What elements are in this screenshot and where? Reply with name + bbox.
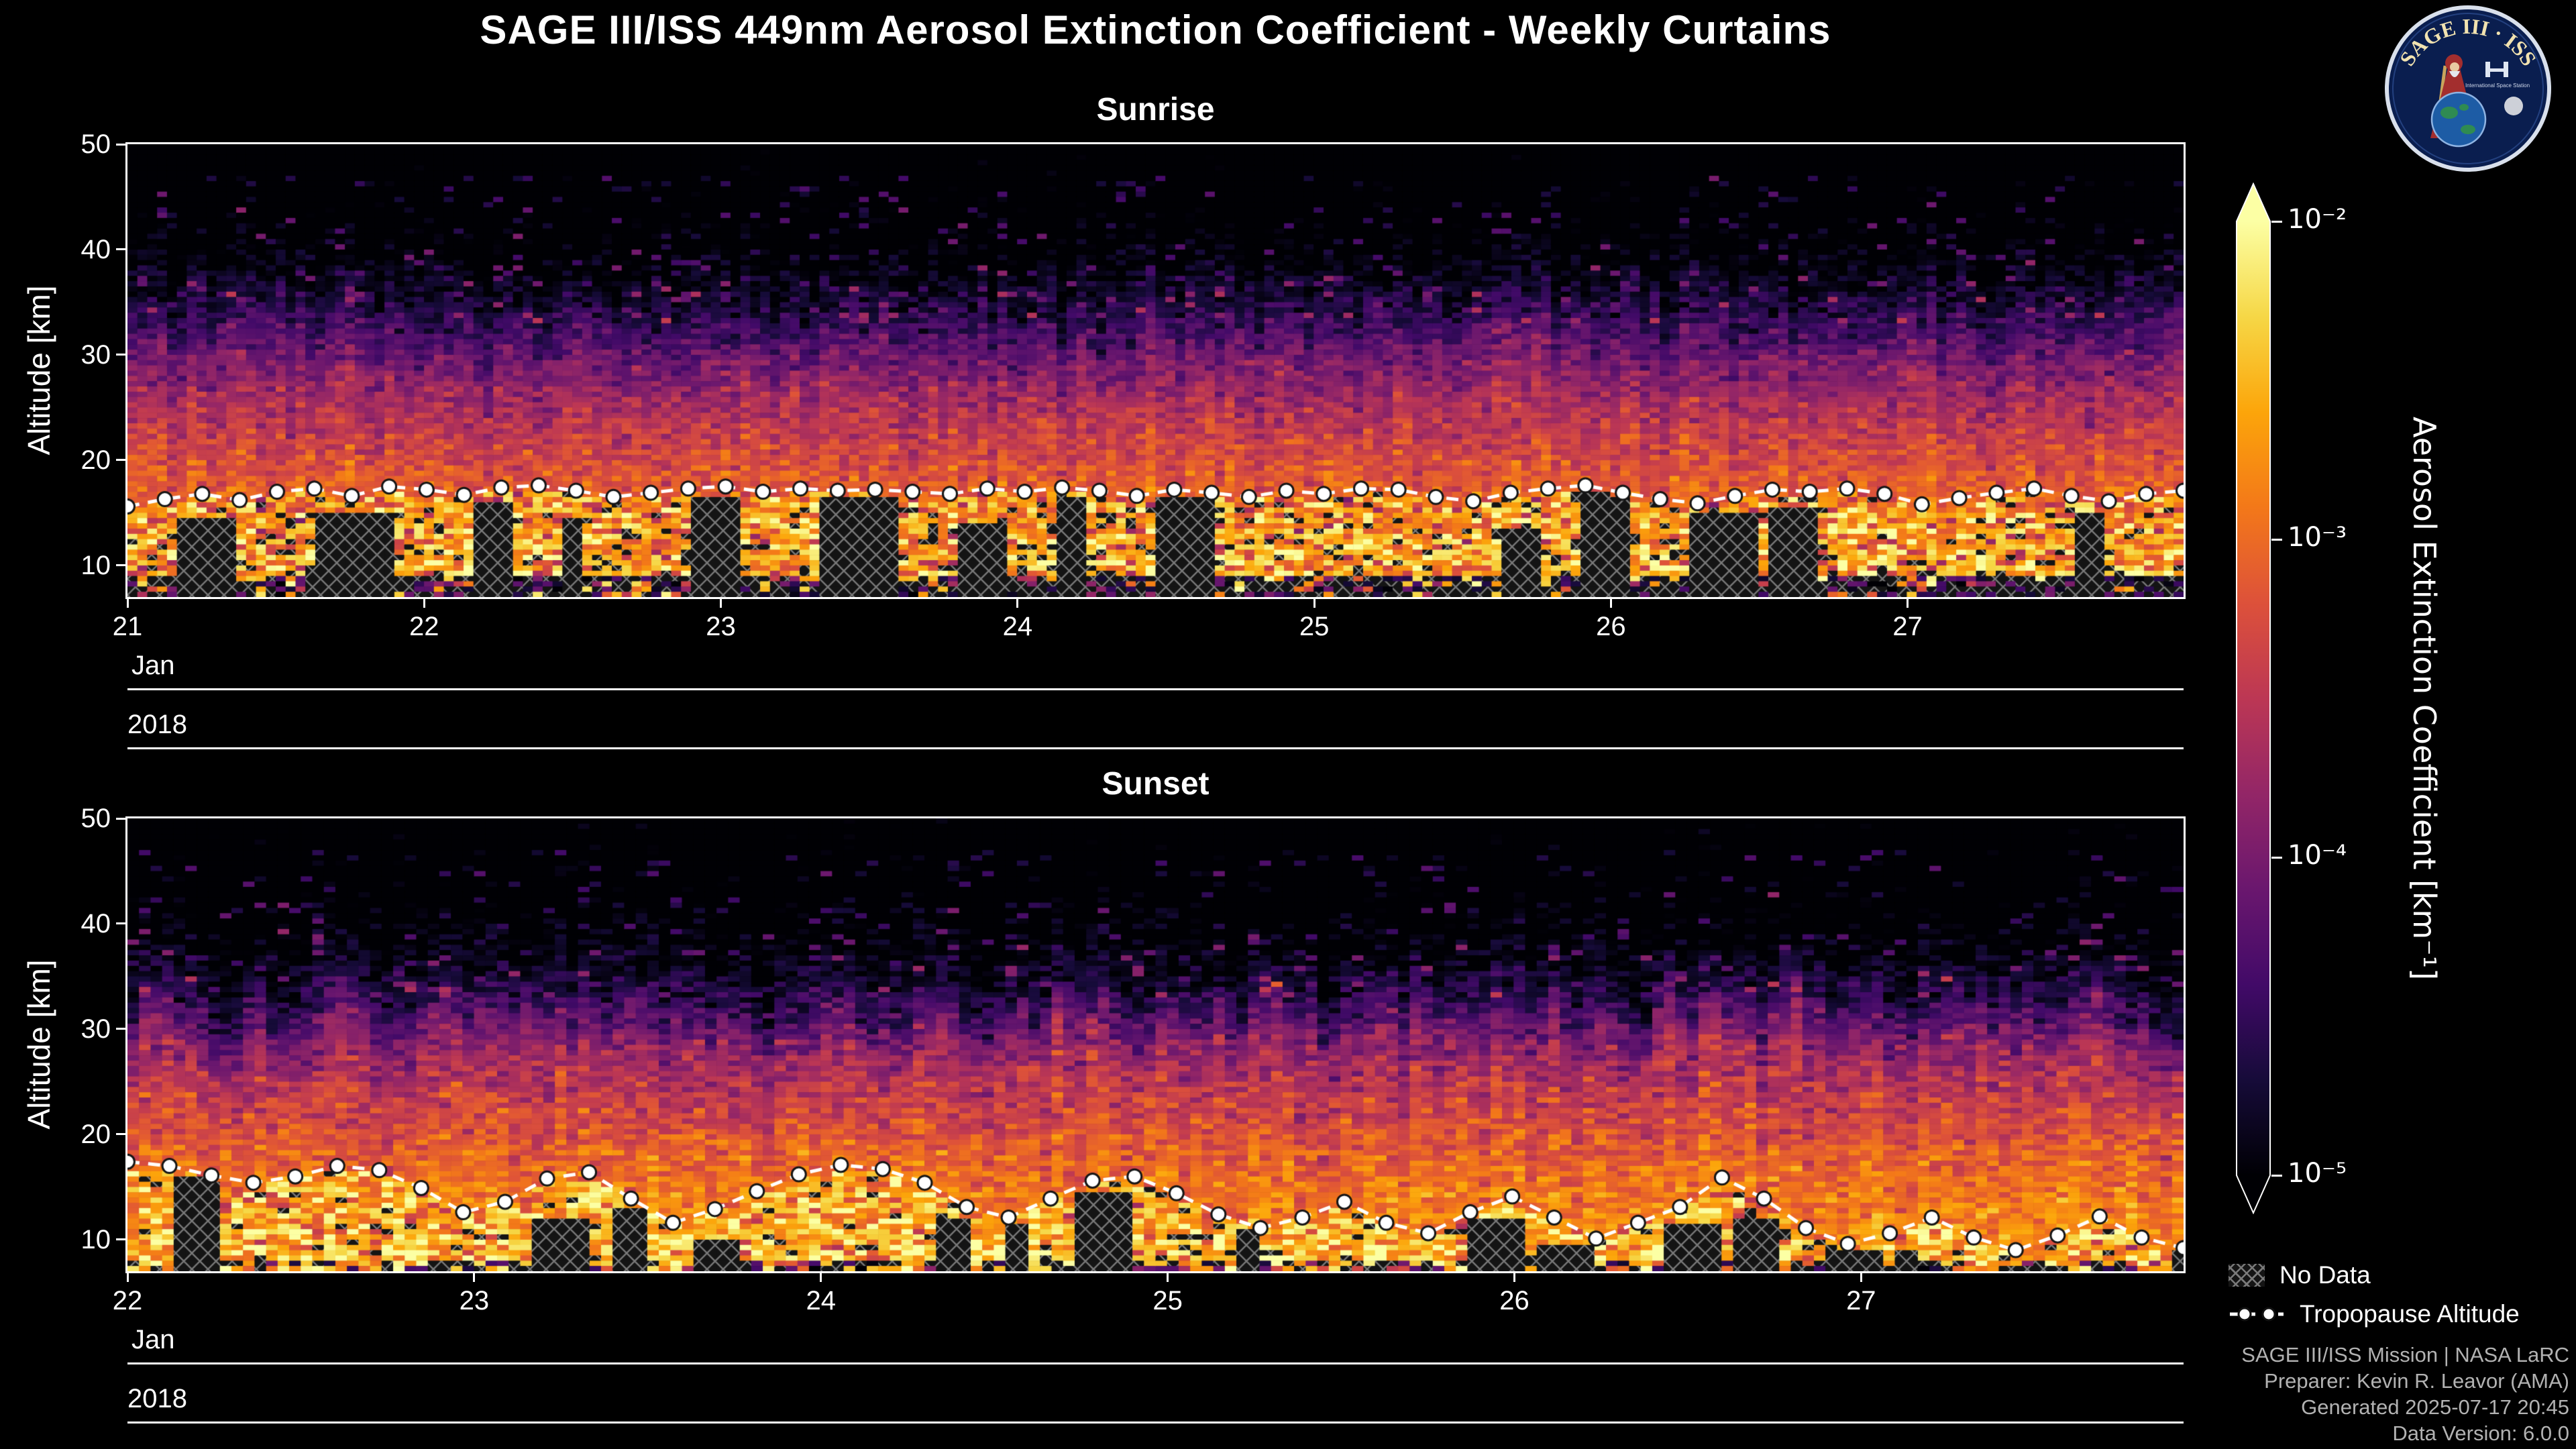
sunset-title: Sunset — [1102, 766, 1210, 802]
y-tick-label: 30 — [80, 339, 111, 370]
x-tick-label: 27 — [1846, 1286, 1876, 1316]
sunset-month-separator-line — [127, 1362, 2184, 1364]
x-tick-label: 25 — [1152, 1286, 1183, 1316]
x-tick-label: 21 — [112, 612, 143, 641]
colorbar-tick-label: 10⁻² — [2288, 204, 2347, 235]
colorbar-gradient-bar — [2236, 182, 2271, 1214]
y-tick-label: 40 — [80, 234, 111, 264]
x-tick-label: 23 — [706, 612, 736, 641]
y-tick — [116, 922, 127, 925]
tropopause-line-swatch-icon — [2230, 1307, 2284, 1322]
x-tick — [473, 1271, 476, 1282]
y-tick — [116, 1133, 127, 1136]
y-tick-label: 40 — [80, 908, 111, 938]
x-tick — [1609, 597, 1612, 608]
x-tick-label: 24 — [1002, 612, 1033, 641]
x-tick-label: 22 — [409, 612, 439, 641]
no-data-hatch-swatch-icon — [2229, 1264, 2265, 1287]
sunset-year-separator-line — [127, 1421, 2184, 1424]
sunrise-month-separator-line — [127, 688, 2184, 690]
y-tick-label: 10 — [80, 550, 111, 580]
y-tick-label: 50 — [80, 804, 111, 833]
x-tick-label: 26 — [1596, 612, 1626, 641]
tropopause-label: Tropopause Altitude — [2300, 1300, 2520, 1328]
x-tick — [1907, 597, 1909, 608]
iss-icon — [2485, 62, 2508, 77]
sunrise-year-label: 2018 — [127, 710, 187, 739]
sunrise-curtain-heatmap — [127, 144, 2184, 597]
no-data-label: No Data — [2279, 1261, 2371, 1289]
x-tick — [1860, 1271, 1862, 1282]
x-tick — [1313, 597, 1316, 608]
logo-inner-ring — [2392, 13, 2544, 164]
x-tick-label: 22 — [112, 1286, 143, 1316]
colorbar-axis-label: Aerosol Extinction Coefficient [km⁻¹] — [2406, 416, 2443, 981]
footer-line-mission: SAGE III/ISS Mission | NASA LaRC — [2241, 1343, 2569, 1366]
colorbar-tick-label: 10⁻³ — [2288, 522, 2347, 553]
x-tick — [1167, 1271, 1169, 1282]
sunset-year-label: 2018 — [127, 1384, 187, 1413]
x-tick — [126, 597, 129, 608]
x-tick — [820, 1271, 822, 1282]
x-tick — [1016, 597, 1019, 608]
y-tick-label: 10 — [80, 1224, 111, 1254]
logo-subtitle-text: International Space Station — [2465, 83, 2530, 89]
colorbar-tick-label: 10⁻⁴ — [2288, 840, 2347, 871]
y-tick — [116, 1238, 127, 1241]
legend-item-tropopause: Tropopause Altitude — [2229, 1295, 2520, 1334]
figure-legend: No Data Tropopause Altitude — [2229, 1256, 2520, 1334]
logo-badge-circle — [2385, 5, 2551, 172]
footer-line-preparer: Preparer: Kevin R. Leavor (AMA) — [2264, 1369, 2569, 1393]
y-tick-label: 20 — [80, 1119, 111, 1149]
x-tick-label: 27 — [1892, 612, 1923, 641]
colorbar-tick — [2271, 856, 2282, 859]
sunset-curtain-heatmap — [127, 818, 2184, 1271]
y-tick — [116, 564, 127, 567]
moon-icon — [2504, 97, 2523, 115]
colorbar — [2236, 182, 2271, 1214]
colorbar-tick — [2271, 1174, 2282, 1177]
sunrise-year-separator-line — [127, 747, 2184, 749]
y-tick-label: 50 — [80, 129, 111, 159]
colorbar-tick-label: 10⁻⁵ — [2288, 1158, 2347, 1189]
footer-line-data-version: Data Version: 6.0.0 — [2392, 1421, 2569, 1445]
x-tick — [720, 597, 722, 608]
y-tick-label: 30 — [80, 1014, 111, 1044]
colorbar-tick — [2271, 538, 2282, 541]
y-tick — [116, 143, 127, 146]
y-tick — [116, 248, 127, 251]
y-tick — [116, 354, 127, 356]
x-tick-label: 25 — [1299, 612, 1330, 641]
sunset-month-label: Jan — [131, 1325, 175, 1354]
x-tick — [423, 597, 425, 608]
x-tick-label: 24 — [806, 1286, 836, 1316]
mission-patch-logo: SAGE III · ISS International Space Stati… — [2385, 5, 2551, 172]
footer-credits: SAGE III/ISS Mission | NASA LaRC Prepare… — [2241, 1342, 2569, 1446]
sunrise-title: Sunrise — [1096, 92, 1215, 127]
footer-line-generated: Generated 2025-07-17 20:45 — [2301, 1395, 2569, 1419]
legend-item-no-data: No Data — [2229, 1256, 2520, 1295]
page-title: SAGE III/ISS 449nm Aerosol Extinction Co… — [480, 7, 1831, 52]
x-tick-label: 26 — [1499, 1286, 1529, 1316]
y-tick — [116, 459, 127, 462]
y-tick — [116, 817, 127, 820]
y-tick-label: 20 — [80, 445, 111, 475]
sunrise-month-label: Jan — [131, 651, 175, 680]
y-tick — [116, 1028, 127, 1030]
x-tick — [126, 1271, 129, 1282]
x-tick — [1513, 1271, 1515, 1282]
x-tick-label: 23 — [459, 1286, 490, 1316]
earth-icon — [2430, 91, 2487, 148]
colorbar-tick — [2271, 220, 2282, 223]
